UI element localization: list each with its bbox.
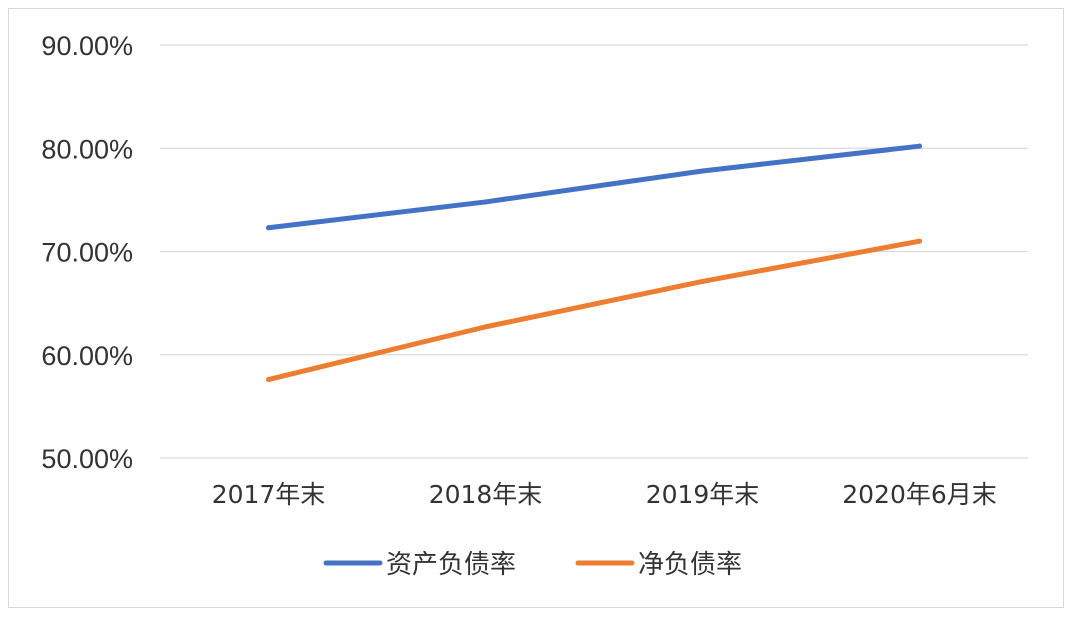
x-tick-label: 2018年末 (429, 480, 543, 509)
data-point (700, 168, 705, 174)
legend-label: 净负债率 (638, 550, 742, 580)
y-tick-label: 70.00% (41, 238, 133, 268)
data-point (700, 278, 705, 284)
chart-frame (8, 8, 1064, 608)
data-point (483, 199, 488, 205)
y-tick-label: 60.00% (41, 341, 133, 371)
data-point (266, 377, 271, 383)
data-point (917, 238, 922, 244)
data-point (266, 225, 271, 231)
x-tick-label: 2019年末 (646, 480, 760, 509)
x-tick-label: 2017年末 (212, 480, 326, 509)
legend-item: 资产负债率 (323, 550, 516, 580)
legend-item: 净负债率 (575, 550, 742, 580)
gridlines (160, 44, 1028, 459)
x-axis-ticks: 2017年末 2018年末 2019年末 2020年6月末 (212, 480, 997, 509)
legend: 资产负债率 净负债率 (323, 550, 742, 580)
series-line (266, 143, 922, 231)
x-tick-label: 2020年6月末 (842, 480, 997, 509)
series-line (266, 238, 922, 383)
data-point (483, 324, 488, 330)
series-2 (266, 238, 922, 383)
y-tick-label: 80.00% (41, 134, 133, 164)
y-tick-label: 90.00% (41, 31, 133, 61)
legend-label: 资产负债率 (386, 550, 516, 580)
series-1 (266, 143, 922, 231)
y-axis-ticks: 50.00% 60.00% 70.00% 80.00% 90.00% (41, 31, 133, 474)
data-point (917, 143, 922, 149)
series-lines (266, 143, 922, 383)
y-tick-label: 50.00% (41, 444, 133, 474)
